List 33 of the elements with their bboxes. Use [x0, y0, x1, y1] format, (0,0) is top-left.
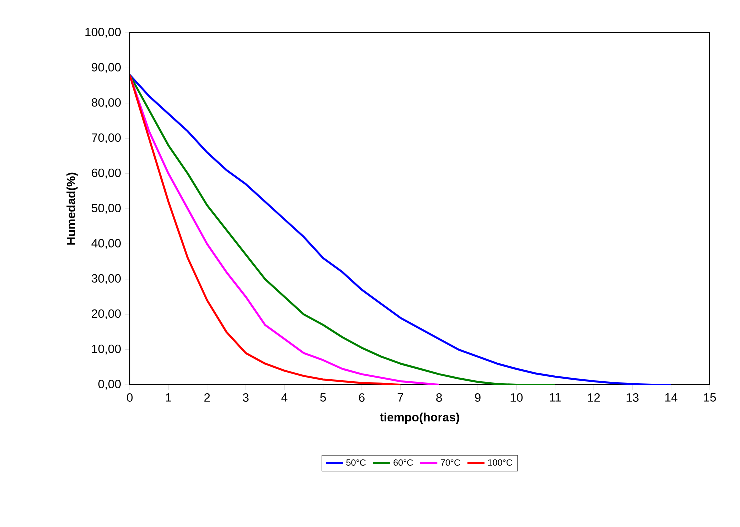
- y-tick-label: 60,00: [92, 168, 122, 179]
- legend-label: 100°C: [488, 460, 513, 466]
- legend-label: 60°C: [394, 460, 414, 466]
- x-tick-label: 3: [243, 394, 249, 402]
- x-tick-label: 6: [359, 394, 365, 402]
- y-tick-label: 0,00: [98, 380, 122, 390]
- x-axis-title: tiempo(horas): [380, 412, 460, 424]
- y-tick-label: 30,00: [92, 274, 122, 284]
- x-tick-label: 5: [320, 394, 326, 402]
- y-tick-label: 90,00: [92, 63, 122, 74]
- y-tick-label: 10,00: [92, 344, 122, 355]
- y-tick-label: 40,00: [92, 239, 122, 250]
- x-tick-label: 14: [666, 394, 678, 402]
- y-tick-label: 70,00: [92, 134, 122, 144]
- x-tick-label: 11: [550, 394, 561, 402]
- x-tick-label: 10: [510, 394, 523, 402]
- legend-label: 50°C: [346, 460, 366, 466]
- x-tick-label: 9: [475, 394, 481, 402]
- legend-label: 70°C: [441, 460, 460, 466]
- x-tick-label: 2: [204, 394, 210, 402]
- x-tick-label: 15: [704, 394, 716, 402]
- x-tick-label: 12: [588, 394, 600, 402]
- x-tick-label: 4: [282, 394, 288, 402]
- x-tick-label: 8: [436, 394, 442, 402]
- y-tick-label: 80,00: [92, 98, 122, 108]
- y-axis-title: Humedad(%): [66, 172, 78, 245]
- y-tick-label: 100,00: [86, 28, 122, 38]
- y-tick-label: 50,00: [92, 204, 122, 214]
- x-tick-label: 0: [127, 394, 133, 402]
- x-tick-label: 1: [166, 394, 172, 402]
- x-tick-label: 7: [398, 394, 404, 402]
- y-tick-label: 20,00: [92, 310, 122, 320]
- x-tick-label: 13: [626, 394, 639, 402]
